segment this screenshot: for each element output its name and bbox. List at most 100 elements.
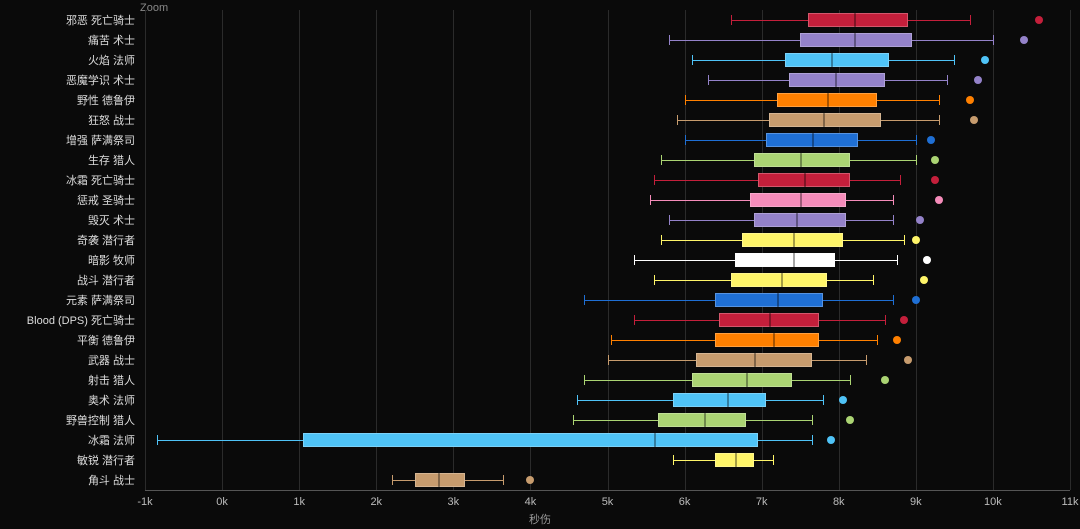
box: [750, 193, 846, 207]
whisker-cap: [577, 395, 578, 405]
whisker-cap: [970, 15, 971, 25]
median-line: [781, 273, 783, 287]
whisker-cap: [673, 455, 674, 465]
median-line: [735, 453, 737, 467]
whisker-cap: [661, 235, 662, 245]
outlier-point: [966, 96, 974, 104]
boxplot-chart: Zoom -1k0k1k2k3k4k5k6k7k8k9k10k11k 秒伤 邪恶…: [0, 0, 1080, 529]
box-row: [145, 50, 1070, 70]
whisker-cap: [677, 115, 678, 125]
median-line: [769, 313, 771, 327]
box-row: [145, 370, 1070, 390]
outlier-point: [935, 196, 943, 204]
box: [785, 53, 889, 67]
y-axis-label: 暗影 牧师: [0, 252, 140, 268]
median-line: [827, 93, 829, 107]
whisker-cap: [634, 255, 635, 265]
outlier-point: [920, 276, 928, 284]
outlier-point: [912, 296, 920, 304]
box: [731, 273, 827, 287]
median-line: [796, 213, 798, 227]
outlier-point: [912, 236, 920, 244]
median-line: [804, 173, 806, 187]
whisker-cap: [893, 295, 894, 305]
whisker-cap: [634, 315, 635, 325]
whisker-cap: [916, 155, 917, 165]
outlier-point: [1035, 16, 1043, 24]
x-tick-label: 1k: [293, 496, 305, 508]
median-line: [754, 353, 756, 367]
median-line: [793, 253, 795, 267]
y-axis-label: 敏锐 潜行者: [0, 452, 140, 468]
whisker-cap: [885, 315, 886, 325]
x-tick-label: 6k: [679, 496, 691, 508]
box-row: [145, 250, 1070, 270]
median-line: [727, 393, 729, 407]
x-tick-label: 7k: [756, 496, 768, 508]
outlier-point: [923, 256, 931, 264]
x-axis-title: 秒伤: [529, 511, 551, 527]
y-axis-label: 生存 猎人: [0, 152, 140, 168]
y-axis-label: 平衡 德鲁伊: [0, 332, 140, 348]
box-row: [145, 10, 1070, 30]
whisker-cap: [157, 435, 158, 445]
x-tick-label: 4k: [525, 496, 537, 508]
whisker-cap: [650, 195, 651, 205]
y-axis-label: 冰霜 法师: [0, 432, 140, 448]
whisker-cap: [812, 415, 813, 425]
median-line: [793, 233, 795, 247]
median-line: [654, 433, 656, 447]
whisker-cap: [866, 355, 867, 365]
box: [673, 393, 766, 407]
box-row: [145, 170, 1070, 190]
x-tick-label: 11k: [1062, 496, 1079, 508]
whisker-cap: [685, 95, 686, 105]
whisker-cap: [708, 75, 709, 85]
whisker-cap: [503, 475, 504, 485]
gridline: [1070, 10, 1071, 490]
median-line: [438, 473, 440, 487]
box-row: [145, 110, 1070, 130]
y-axis-label: 冰霜 死亡骑士: [0, 172, 140, 188]
whisker-cap: [611, 335, 612, 345]
median-line: [854, 33, 856, 47]
median-line: [777, 293, 779, 307]
outlier-point: [974, 76, 982, 84]
whisker-cap: [939, 95, 940, 105]
whisker-cap: [573, 415, 574, 425]
outlier-point: [927, 136, 935, 144]
box-row: [145, 270, 1070, 290]
whisker-cap: [877, 335, 878, 345]
y-axis-label: 痛苦 术士: [0, 32, 140, 48]
y-axis-label: 武器 战士: [0, 352, 140, 368]
box-row: [145, 90, 1070, 110]
whisker-cap: [692, 55, 693, 65]
y-axis-label: 射击 猎人: [0, 372, 140, 388]
y-axis-label: Blood (DPS) 死亡骑士: [0, 312, 140, 328]
whisker-cap: [654, 175, 655, 185]
box-row: [145, 350, 1070, 370]
box: [715, 293, 823, 307]
box-row: [145, 410, 1070, 430]
box: [754, 213, 847, 227]
box-row: [145, 430, 1070, 450]
outlier-point: [916, 216, 924, 224]
x-tick-label: 5k: [602, 496, 614, 508]
median-line: [823, 113, 825, 127]
box: [808, 13, 908, 27]
whisker-cap: [823, 395, 824, 405]
box-row: [145, 210, 1070, 230]
x-tick-label: 9k: [910, 496, 922, 508]
box: [658, 413, 747, 427]
outlier-point: [1020, 36, 1028, 44]
box-row: [145, 130, 1070, 150]
whisker-cap: [893, 215, 894, 225]
outlier-point: [900, 316, 908, 324]
box-row: [145, 310, 1070, 330]
whisker-cap: [954, 55, 955, 65]
y-axis-label: 火焰 法师: [0, 52, 140, 68]
box-row: [145, 70, 1070, 90]
box-row: [145, 290, 1070, 310]
whisker-cap: [608, 355, 609, 365]
whisker-cap: [993, 35, 994, 45]
